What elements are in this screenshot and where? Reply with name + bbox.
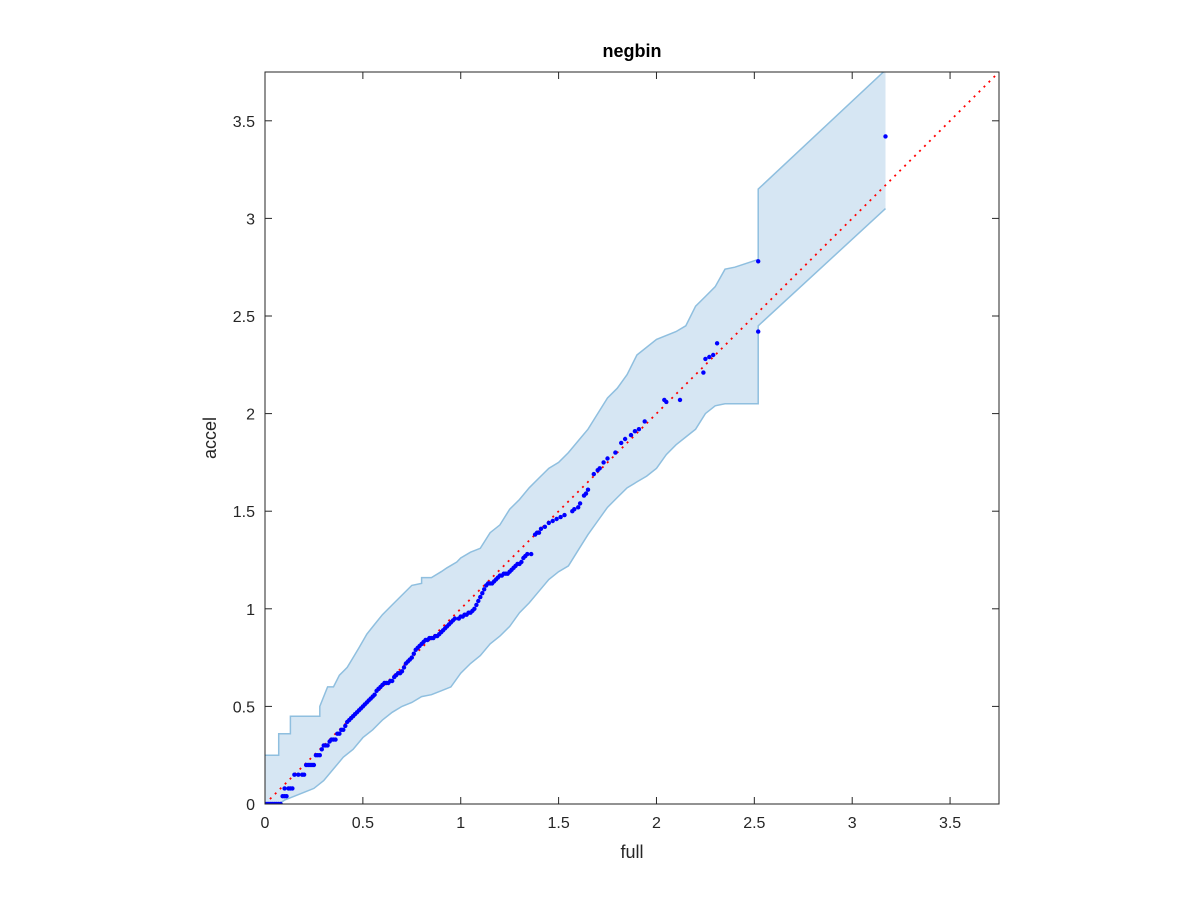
y-tick-label: 0.5	[233, 699, 255, 716]
x-axis-label: full	[620, 842, 643, 862]
y-tick-label: 1	[246, 602, 255, 619]
reference-line	[265, 72, 999, 804]
data-point	[301, 772, 307, 777]
data-point	[601, 460, 606, 465]
data-point	[319, 747, 324, 752]
data-point	[292, 772, 297, 777]
x-tick-label: 1.5	[547, 815, 569, 832]
data-point	[333, 737, 338, 742]
data-point	[341, 727, 346, 732]
data-point	[401, 665, 407, 670]
data-point	[480, 591, 485, 596]
plot-area	[265, 72, 999, 804]
data-point	[550, 518, 555, 524]
y-tick-label: 3	[246, 211, 255, 228]
data-point	[325, 743, 330, 748]
data-point	[622, 436, 628, 442]
y-tick-label: 2	[246, 407, 255, 424]
data-point	[409, 655, 414, 660]
data-point	[538, 526, 544, 531]
data-point	[619, 440, 624, 446]
data-point	[572, 507, 577, 512]
data-point	[636, 427, 642, 432]
data-point	[529, 551, 534, 557]
data-point	[701, 370, 706, 375]
data-point	[519, 559, 524, 565]
data-point	[536, 530, 542, 535]
data-point	[613, 450, 618, 455]
data-point	[343, 723, 348, 729]
x-tick-label: 2.5	[743, 815, 765, 832]
data-point	[296, 772, 301, 777]
data-point	[478, 594, 483, 600]
data-point	[583, 491, 589, 496]
x-tick-label: 1	[456, 815, 465, 832]
chart-title: negbin	[603, 41, 662, 61]
axis-ticks: 0 0.5 1 1.5 2 2.5 3 3.5 0 0.5 1 1.5 2 2.5 3 3.5	[233, 72, 999, 832]
data-point	[542, 524, 548, 529]
data-point	[525, 551, 530, 557]
data-point	[703, 356, 708, 362]
data-point	[642, 419, 647, 424]
data-point	[399, 669, 405, 674]
data-point	[605, 456, 610, 461]
data-point	[756, 259, 761, 264]
data-point	[756, 329, 761, 334]
data-point	[632, 429, 638, 434]
data-point	[411, 651, 416, 656]
x-tick-label: 2	[652, 815, 661, 832]
data-point	[472, 606, 477, 611]
confidence-band-lower	[265, 208, 887, 804]
data-point	[482, 587, 487, 592]
data-point	[711, 352, 716, 358]
data-point	[558, 514, 563, 520]
data-point	[577, 501, 583, 506]
data-point	[284, 794, 289, 799]
data-point	[707, 354, 712, 360]
y-tick-label: 1.5	[233, 504, 255, 521]
data-point	[372, 692, 377, 697]
data-point	[628, 432, 634, 438]
confidence-band-upper	[265, 72, 885, 756]
data-point	[677, 397, 683, 403]
data-point	[546, 520, 551, 526]
x-tick-label: 3	[848, 815, 857, 832]
data-point	[591, 471, 596, 477]
x-tick-label: 0.5	[352, 815, 374, 832]
data-point	[562, 512, 567, 518]
data-point	[714, 341, 720, 346]
data-point	[585, 487, 591, 492]
axes-box	[264, 71, 1000, 805]
plot-content	[265, 72, 999, 804]
data-point	[337, 731, 342, 736]
data-point	[664, 399, 669, 405]
x-tick-label: 0	[261, 815, 270, 832]
data-point	[452, 616, 458, 621]
data-point	[476, 598, 481, 604]
data-point	[282, 786, 287, 791]
y-tick-label: 0	[246, 797, 255, 814]
confidence-band-fill	[265, 72, 886, 804]
data-point	[554, 516, 559, 522]
data-point	[474, 602, 479, 608]
data-point	[311, 762, 317, 768]
y-axis-label: accel	[200, 417, 220, 459]
data-point	[290, 786, 295, 791]
data-point	[317, 753, 322, 758]
data-point	[278, 801, 283, 804]
data-point	[390, 678, 395, 684]
data-point	[883, 134, 888, 139]
y-tick-label: 2.5	[233, 309, 255, 326]
x-tick-label: 3.5	[939, 815, 961, 832]
y-tick-label: 3.5	[233, 114, 255, 131]
data-point	[576, 505, 581, 510]
data-point	[597, 466, 602, 471]
